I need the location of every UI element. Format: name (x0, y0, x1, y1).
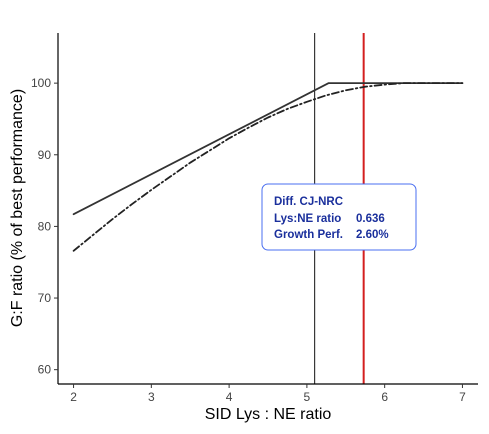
annotation-title: Diff. CJ-NRC (274, 196, 343, 208)
annotation-row-2-label: Growth Perf. (274, 229, 343, 241)
annotation-row-1-value: 0.636 (356, 213, 385, 225)
x-tick-label: 6 (381, 390, 388, 404)
y-axis-title: G:F ratio (% of best performance) (9, 89, 26, 327)
x-tick-label: 5 (304, 390, 311, 404)
x-tick-label: 2 (70, 390, 77, 404)
annotation-row-2-value: 2.60% (356, 229, 389, 241)
y-tick-label: 80 (38, 219, 52, 233)
y-tick-label: 70 (38, 291, 52, 305)
x-tick-label: 3 (148, 390, 155, 404)
series-2-line (72, 82, 464, 252)
y-tick-label: 60 (38, 363, 52, 377)
y-tick-label: 100 (31, 76, 51, 90)
annotation-frame (261, 183, 417, 251)
x-axis-title: SID Lys : NE ratio (205, 406, 332, 423)
axes (57, 33, 478, 385)
annotation-box: Diff. CJ-NRC Lys:NE ratio 0.636 Growth P… (261, 183, 417, 251)
x-tick-label: 4 (226, 390, 233, 404)
annotation-row-1-label: Lys:NE ratio (274, 213, 341, 225)
x-tick-label: 7 (459, 390, 466, 404)
ticks: 2 3 4 5 6 7 60 70 80 90 100 (31, 76, 466, 404)
y-tick-label: 90 (38, 148, 52, 162)
